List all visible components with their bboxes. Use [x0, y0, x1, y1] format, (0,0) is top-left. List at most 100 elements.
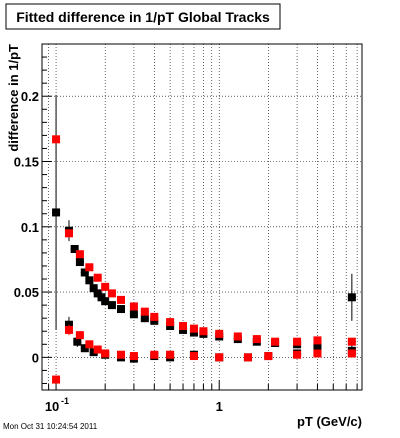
y-tick-label: 0.2	[21, 89, 39, 104]
data-point	[75, 258, 84, 267]
marker-square	[166, 350, 175, 359]
data-point	[264, 352, 273, 361]
x-tick-label-exponent: -1	[61, 396, 69, 406]
data-point	[179, 322, 188, 331]
y-tick-label: 0	[32, 350, 39, 365]
data-point	[85, 276, 94, 285]
marker-square	[293, 337, 302, 346]
data-point	[85, 263, 94, 272]
data-point	[75, 250, 84, 259]
data-point	[129, 310, 138, 319]
x-tick-label: 10 -1	[45, 396, 69, 414]
data-point	[89, 284, 98, 293]
marker-square	[264, 352, 273, 361]
marker-square	[271, 337, 280, 346]
marker-square	[313, 336, 322, 345]
data-point	[215, 353, 224, 362]
marker-square	[129, 310, 138, 319]
marker-square	[101, 282, 110, 291]
marker-square	[89, 284, 98, 293]
data-point	[293, 337, 302, 346]
data-point	[215, 329, 224, 338]
marker-square	[80, 268, 89, 277]
marker-square	[150, 312, 159, 321]
data-point	[129, 352, 138, 361]
data-point	[64, 229, 73, 238]
marker-square	[116, 350, 125, 359]
data-point	[93, 273, 102, 282]
marker-square	[52, 135, 61, 144]
marker-square	[85, 263, 94, 272]
marker-square	[75, 250, 84, 259]
marker-square	[243, 353, 252, 362]
data-point	[166, 318, 175, 327]
marker-square	[85, 340, 94, 349]
data-point	[199, 327, 208, 336]
data-point	[101, 282, 110, 291]
marker-square	[93, 273, 102, 282]
x-axis-label: pT (GeV/c)	[297, 414, 362, 429]
marker-square	[107, 289, 116, 298]
data-point	[107, 301, 116, 310]
marker-square	[101, 349, 110, 358]
y-tick-labels: 0 0.05 0.1 0.15 0.2	[14, 89, 39, 365]
axis-ticks	[42, 56, 358, 390]
marker-square	[215, 353, 224, 362]
marker-square	[129, 352, 138, 361]
data-point	[101, 297, 110, 306]
marker-square	[70, 244, 79, 253]
data-point	[52, 375, 61, 384]
data-point	[75, 331, 84, 340]
marker-square	[189, 324, 198, 333]
marker-square	[347, 337, 356, 346]
marker-square	[75, 258, 84, 267]
marker-square	[166, 318, 175, 327]
marker-square	[179, 322, 188, 331]
data-point	[80, 268, 89, 277]
data-point	[347, 273, 356, 321]
marker-square	[293, 350, 302, 359]
marker-square	[73, 337, 82, 346]
marker-square	[80, 344, 89, 353]
marker-square	[252, 335, 261, 344]
marker-square	[233, 332, 242, 341]
y-tick-label: 0.15	[14, 155, 39, 170]
data-point	[150, 350, 159, 359]
marker-square	[347, 293, 356, 302]
marker-square	[93, 345, 102, 354]
data-point	[347, 349, 356, 358]
data-point	[64, 324, 73, 336]
x-tick-label-base: 10	[45, 399, 59, 414]
marker-square	[64, 229, 73, 238]
data-point	[101, 349, 110, 358]
data-point	[313, 336, 322, 345]
data-point	[140, 314, 149, 323]
marker-square	[313, 349, 322, 358]
x-tick-label-base: 1	[216, 399, 223, 414]
marker-square	[150, 350, 159, 359]
data-point	[189, 352, 198, 361]
data-point	[313, 349, 322, 358]
x-tick-labels: 10 -1 1	[45, 396, 223, 414]
data-point	[52, 94, 61, 330]
data-point	[116, 295, 125, 304]
marker-square	[107, 301, 116, 310]
marker-square	[64, 325, 73, 334]
marker-square	[85, 276, 94, 285]
data-point	[293, 350, 302, 359]
marker-square	[101, 297, 110, 306]
data-point	[271, 337, 280, 346]
marker-square	[75, 331, 84, 340]
data-point	[70, 244, 79, 253]
marker-square	[140, 314, 149, 323]
marker-square	[89, 348, 98, 357]
data-point	[140, 307, 149, 316]
data-point	[107, 289, 116, 298]
y-axis-label: difference in 1/pT	[6, 44, 21, 152]
data-point	[116, 350, 125, 359]
marker-square	[140, 307, 149, 316]
marker-square	[129, 302, 138, 311]
data-point	[252, 335, 261, 344]
